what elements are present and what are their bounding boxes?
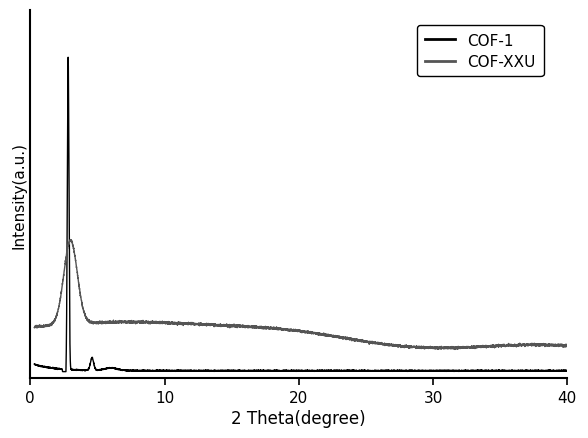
COF-XXU	[67, 237, 74, 243]
COF-XXU	[160, 320, 167, 325]
COF-1	[161, 368, 168, 373]
Line: COF-XXU: COF-XXU	[34, 240, 567, 350]
COF-1	[65, 56, 72, 61]
COF-1	[155, 368, 162, 374]
COF-XXU	[270, 326, 277, 331]
COF-1	[564, 368, 571, 374]
COF-1	[270, 368, 277, 374]
COF-XXU	[158, 320, 165, 325]
COF-XXU	[31, 325, 38, 330]
COF-1	[31, 362, 38, 367]
COF-1	[232, 368, 239, 374]
COF-1	[59, 369, 66, 374]
X-axis label: 2 Theta(degree): 2 Theta(degree)	[232, 409, 366, 427]
COF-XXU	[560, 345, 567, 350]
COF-XXU	[155, 320, 162, 325]
Legend: COF-1, COF-XXU: COF-1, COF-XXU	[417, 26, 543, 78]
COF-XXU	[232, 324, 239, 329]
Line: COF-1: COF-1	[34, 58, 567, 372]
Y-axis label: Intensity(a.u.): Intensity(a.u.)	[11, 141, 26, 248]
COF-XXU	[564, 344, 571, 349]
COF-XXU	[452, 347, 459, 352]
COF-1	[560, 368, 567, 373]
COF-1	[158, 368, 165, 374]
